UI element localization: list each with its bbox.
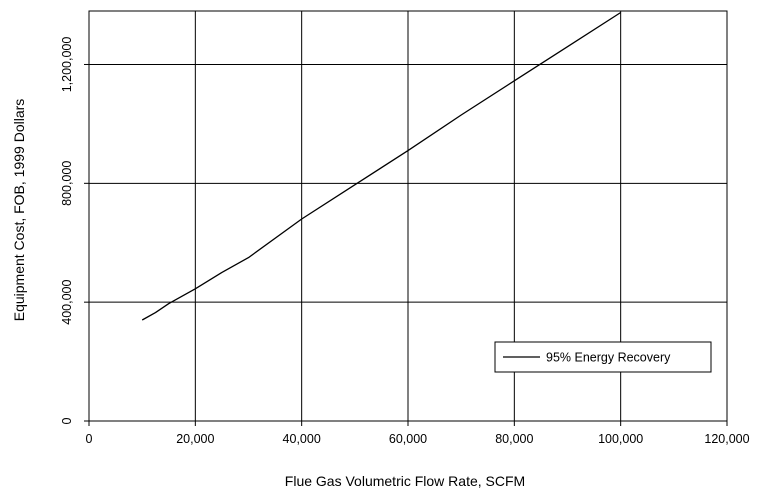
y-axis-label: Equipment Cost, FOB, 1999 Dollars [11,99,27,322]
legend: 95% Energy Recovery [494,341,712,373]
y-tick-label: 1,200,000 [60,37,74,93]
y-tick-label: 800,000 [60,161,74,206]
y-tick-label: 400,000 [60,280,74,325]
series-line [141,11,622,321]
x-tick-label: 0 [86,432,93,446]
x-tick-label: 80,000 [495,432,533,446]
x-axis-ticks: 0 20,000 40,000 60,000 80,000 100,000 120,000 [86,421,750,446]
x-tick-label: 40,000 [283,432,321,446]
x-tick-label: 120,000 [704,432,749,446]
x-axis-label: Flue Gas Volumetric Flow Rate, SCFM [285,473,525,489]
legend-label: 95% Energy Recovery [546,351,671,365]
y-axis-ticks: 0 400,000 800,000 1,200,000 [60,37,89,424]
x-tick-label: 20,000 [176,432,214,446]
y-tick-label: 0 [60,417,74,424]
x-tick-label: 60,000 [389,432,427,446]
x-tick-label: 100,000 [598,432,643,446]
series-group [141,11,622,321]
